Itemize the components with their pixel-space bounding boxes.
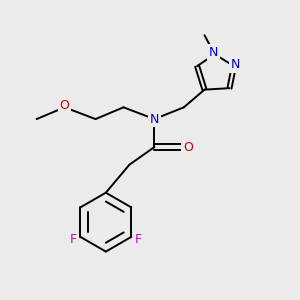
Text: N: N	[208, 46, 218, 59]
Text: F: F	[135, 233, 142, 246]
Text: F: F	[69, 233, 76, 246]
Text: O: O	[183, 141, 193, 154]
Text: O: O	[60, 99, 70, 112]
Text: N: N	[231, 58, 240, 71]
Text: N: N	[150, 112, 159, 126]
